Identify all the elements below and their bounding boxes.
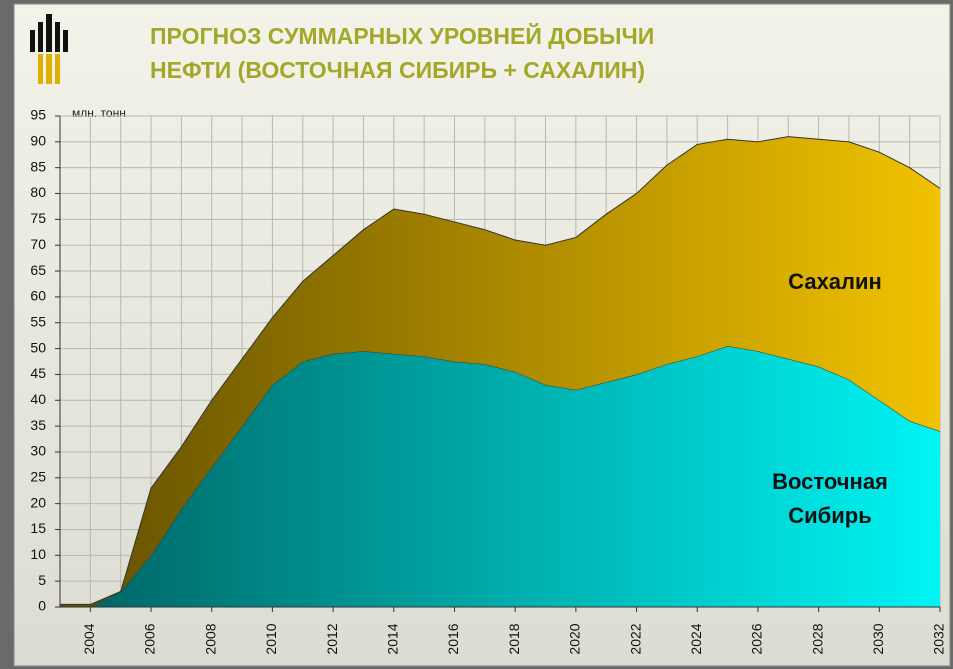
x-tick-label: 2024 [688,623,704,654]
y-tick-label: 35 [30,417,46,433]
y-tick-label: 10 [30,546,46,562]
x-tick-label: 2032 [931,623,947,654]
x-tick-label: 2018 [506,623,522,654]
y-tick-label: 25 [30,468,46,484]
series-label: Сахалин [760,265,910,299]
x-tick-label: 2012 [324,623,340,654]
y-tick-label: 85 [30,158,46,174]
y-tick-label: 20 [30,494,46,510]
x-tick-label: 2016 [445,623,461,654]
page: ПРОГНОЗ СУММАРНЫХ УРОВНЕЙ ДОБЫЧИ НЕФТИ (… [0,0,953,669]
x-tick-label: 2020 [567,623,583,654]
y-tick-label: 75 [30,210,46,226]
chart-title: ПРОГНОЗ СУММАРНЫХ УРОВНЕЙ ДОБЫЧИ [150,22,654,49]
y-tick-label: 15 [30,520,46,536]
y-tick-label: 50 [30,339,46,355]
y-tick-label: 55 [30,313,46,329]
y-tick-label: 5 [38,572,46,588]
x-tick-label: 2014 [384,623,400,654]
x-tick-label: 2006 [142,623,158,654]
chart-title: НЕФТИ (ВОСТОЧНАЯ СИБИРЬ + САХАЛИН) [150,57,645,83]
y-tick-label: 80 [30,184,46,200]
x-tick-label: 2022 [627,623,643,654]
x-tick-label: 2030 [870,623,886,654]
y-tick-label: 90 [30,133,46,149]
x-tick-label: 2028 [809,623,825,654]
y-tick-label: 65 [30,262,46,278]
x-tick-label: 2010 [263,623,279,654]
y-tick-label: 95 [30,107,46,123]
y-tick-label: 0 [38,598,46,614]
y-tick-label: 40 [30,391,46,407]
y-tick-label: 45 [30,365,46,381]
y-tick-label: 70 [30,236,46,252]
y-axis-label: млн. тонн [72,106,126,120]
chart: ПРОГНОЗ СУММАРНЫХ УРОВНЕЙ ДОБЫЧИ НЕФТИ (… [0,0,953,669]
x-tick-label: 2008 [202,623,218,654]
y-tick-label: 60 [30,288,46,304]
x-tick-label: 2026 [749,623,765,654]
y-tick-label: 30 [30,443,46,459]
series-label: Восточная Сибирь [745,465,915,533]
x-tick-label: 2004 [81,623,97,654]
